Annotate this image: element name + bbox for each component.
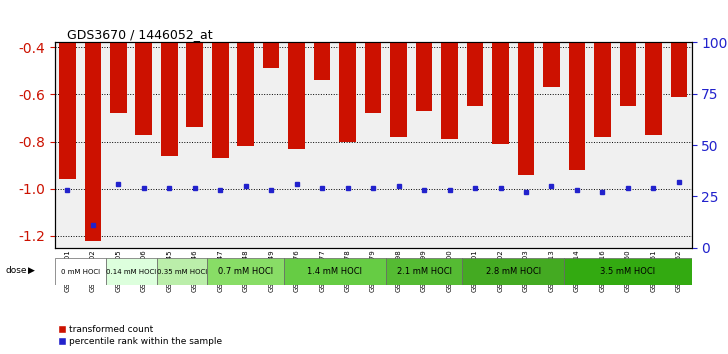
Bar (186, 42, 203, 127)
Text: 2.1 mM HOCl: 2.1 mM HOCl (397, 267, 451, 276)
Text: 0 mM HOCl: 0 mM HOCl (60, 269, 100, 275)
Bar (670, 42, 687, 97)
Bar (620, 42, 636, 106)
Bar (569, 42, 585, 170)
Bar (518, 42, 534, 175)
Bar (645, 42, 662, 135)
Bar (386, 258, 462, 285)
Bar (441, 42, 458, 139)
Bar (237, 42, 254, 146)
Bar (207, 258, 284, 285)
Legend: transformed count, percentile rank within the sample: transformed count, percentile rank withi… (59, 325, 222, 346)
Bar (314, 42, 331, 80)
Bar (157, 258, 207, 285)
Bar (59, 42, 76, 179)
Bar (467, 42, 483, 106)
Text: 0.14 mM HOCl: 0.14 mM HOCl (106, 269, 157, 275)
Bar (390, 42, 407, 137)
Bar (212, 42, 229, 158)
Text: 3.5 mM HOCl: 3.5 mM HOCl (601, 267, 655, 276)
Text: 1.4 mM HOCl: 1.4 mM HOCl (307, 267, 363, 276)
Text: GDS3670 / 1446052_at: GDS3670 / 1446052_at (68, 28, 213, 41)
Bar (106, 258, 157, 285)
Bar (284, 258, 386, 285)
Bar (263, 42, 280, 68)
Text: dose: dose (6, 266, 28, 275)
Bar (84, 42, 101, 241)
Bar (543, 42, 560, 87)
Text: 0.7 mM HOCl: 0.7 mM HOCl (218, 267, 273, 276)
Text: ▶: ▶ (28, 266, 34, 275)
Bar (288, 42, 305, 149)
Bar (564, 258, 692, 285)
Bar (161, 42, 178, 156)
Bar (462, 258, 564, 285)
Bar (416, 42, 432, 111)
Text: 2.8 mM HOCl: 2.8 mM HOCl (486, 267, 541, 276)
Bar (594, 42, 611, 137)
Bar (492, 42, 509, 144)
Bar (365, 42, 381, 113)
Bar (339, 42, 356, 142)
Bar (135, 42, 152, 135)
Bar (55, 258, 106, 285)
Text: 0.35 mM HOCl: 0.35 mM HOCl (157, 269, 207, 275)
Bar (110, 42, 127, 113)
